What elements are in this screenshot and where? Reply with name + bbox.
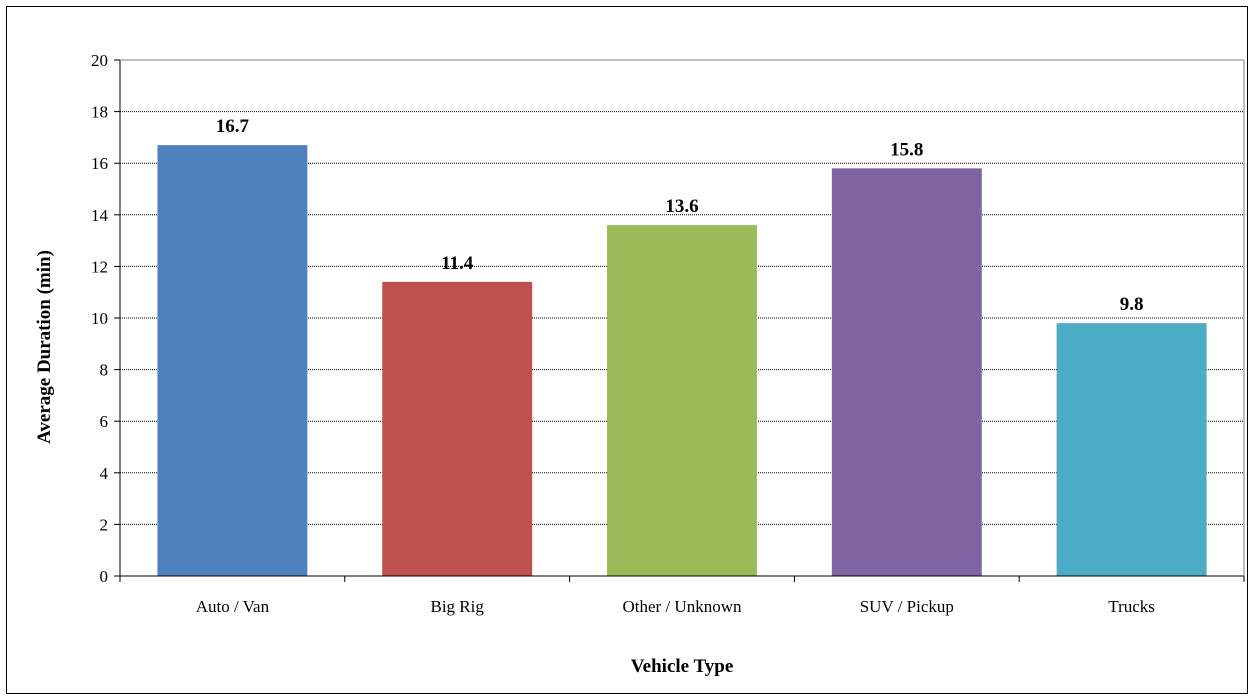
x-category-label: Other / Unknown xyxy=(623,597,742,616)
y-tick-label: 10 xyxy=(91,309,108,328)
data-label: 9.8 xyxy=(1120,294,1144,315)
y-axis-title: Average Duration (min) xyxy=(34,250,55,444)
y-tick-label: 0 xyxy=(100,567,109,586)
x-axis-title: Vehicle Type xyxy=(631,656,734,677)
data-label: 15.8 xyxy=(890,139,923,160)
bar-0 xyxy=(157,145,308,576)
bars xyxy=(157,145,1207,577)
y-tick-label: 4 xyxy=(100,464,109,483)
bar-4 xyxy=(1056,323,1207,576)
y-tick-label: 8 xyxy=(100,361,109,380)
y-tick-label: 14 xyxy=(91,206,109,225)
x-category-label: SUV / Pickup xyxy=(860,597,954,616)
data-label: 13.6 xyxy=(665,196,698,217)
x-category-label: Trucks xyxy=(1108,597,1155,616)
x-category-label: Big Rig xyxy=(431,597,485,616)
x-category-label: Auto / Van xyxy=(196,597,270,616)
y-tick-label: 6 xyxy=(100,412,109,431)
labels: 0 2 4 6 8 10 12 14 16 18 20 Auto / Van 16.7 Big Rig 11… xyxy=(91,51,1155,616)
y-tick-label: 12 xyxy=(91,257,108,276)
bar-1 xyxy=(382,281,533,576)
y-tick-label: 20 xyxy=(91,51,108,70)
data-label: 11.4 xyxy=(441,253,474,274)
y-tick-label: 2 xyxy=(100,515,109,534)
data-label: 16.7 xyxy=(216,116,250,137)
bar-2 xyxy=(607,225,757,576)
bar-3 xyxy=(831,168,982,577)
axes xyxy=(114,59,1245,582)
y-tick-label: 18 xyxy=(91,103,108,122)
y-tick-label: 16 xyxy=(91,154,108,173)
